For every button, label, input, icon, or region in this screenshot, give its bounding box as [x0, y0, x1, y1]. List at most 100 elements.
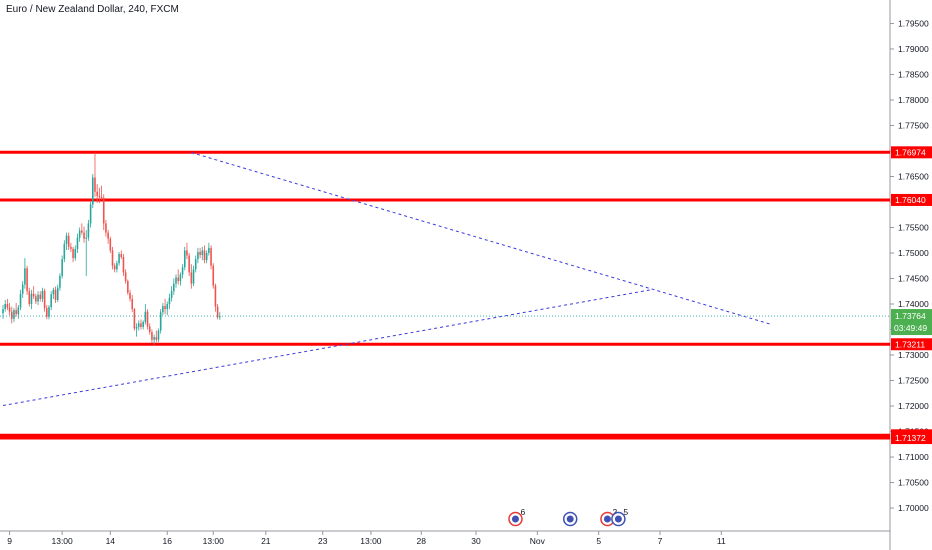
candle-body — [219, 316, 221, 318]
candle-body — [26, 268, 28, 292]
candle-body — [197, 251, 199, 260]
trendline — [191, 152, 770, 325]
candle-body — [199, 251, 201, 256]
y-tick-label: 1.74000 — [898, 299, 929, 309]
candle-body — [2, 309, 4, 314]
event-count: 6 — [520, 507, 525, 517]
candle-body — [107, 232, 109, 239]
candle-body — [89, 204, 92, 224]
candle-body — [179, 274, 182, 282]
candle-body — [118, 254, 120, 264]
candle-body — [111, 250, 114, 266]
chart-title: Euro / New Zealand Dollar, 240, FXCM — [6, 4, 179, 15]
candle-body — [170, 291, 173, 298]
y-tick-label: 1.73000 — [898, 350, 929, 360]
candle-body — [54, 289, 57, 300]
candle-body — [91, 177, 94, 205]
level-price-label: 1.76974 — [895, 147, 926, 157]
candle-body — [6, 304, 9, 308]
candle-body — [78, 230, 81, 238]
current-price-badge — [891, 309, 932, 336]
candle-body — [157, 330, 160, 340]
level-price-badge — [891, 432, 932, 445]
y-tick-label: 1.72500 — [898, 376, 929, 386]
candle-body — [70, 246, 72, 249]
candle-body — [146, 311, 149, 327]
countdown-label: 03:49:49 — [894, 323, 927, 333]
candle-body — [50, 294, 52, 308]
candle-body — [10, 311, 13, 319]
y-tick-label: 1.77500 — [898, 120, 929, 130]
current-price-label: 1.73764 — [895, 311, 926, 321]
candle-body — [94, 177, 96, 192]
candle-body — [175, 277, 177, 284]
candle-body — [153, 337, 155, 340]
x-tick-label: 9 — [7, 536, 12, 546]
event-count: 5 — [623, 507, 628, 517]
candle-body — [46, 308, 48, 317]
level-price-badge — [891, 193, 932, 206]
candle-body — [216, 306, 219, 318]
candle-body — [129, 292, 131, 299]
candle-body — [35, 296, 37, 302]
y-tick-label: 1.70500 — [898, 478, 929, 488]
candle-body — [13, 310, 15, 319]
candle-body — [65, 235, 68, 244]
candle-body — [127, 281, 129, 293]
x-tick-label: 14 — [106, 536, 116, 546]
level-price-badge — [891, 146, 932, 159]
y-tick-label: 1.79000 — [898, 44, 929, 54]
x-tick-label: 11 — [717, 536, 726, 546]
candle-body — [105, 223, 107, 233]
y-tick-label: 1.70000 — [898, 503, 929, 513]
candle-body — [159, 312, 162, 331]
y-tick-label: 1.71000 — [898, 452, 929, 462]
candle-body — [162, 306, 164, 313]
candle-body — [15, 310, 17, 315]
candle-body — [183, 250, 186, 268]
y-tick-label: 1.74500 — [898, 274, 929, 284]
level-price-label: 1.71372 — [895, 433, 926, 443]
candle-body — [140, 323, 142, 327]
candle-body — [83, 232, 85, 239]
candle-body — [30, 293, 33, 305]
candle-body — [188, 255, 190, 273]
candle-body — [148, 326, 151, 333]
candle-body — [166, 304, 169, 310]
candle-body — [164, 306, 166, 310]
candle-body — [210, 247, 212, 266]
candle-body — [208, 247, 210, 254]
candle-body — [39, 294, 42, 299]
x-tick-label: 5 — [596, 536, 601, 546]
candle-body — [173, 283, 175, 292]
candle-body — [21, 284, 24, 294]
y-tick-label: 1.75500 — [898, 222, 929, 232]
y-tick-label: 1.79500 — [898, 18, 929, 28]
y-tick-label: 1.78500 — [898, 69, 929, 79]
candle-body — [41, 290, 44, 299]
y-tick-label: 1.72000 — [898, 401, 929, 411]
x-tick-label: Nov — [530, 536, 546, 546]
event-flag-icon — [614, 515, 622, 523]
x-tick-label: 28 — [417, 536, 427, 546]
event-flag-icon — [511, 515, 519, 523]
candle-body — [109, 238, 112, 251]
x-tick-label: 30 — [471, 536, 481, 546]
candle-body — [102, 197, 105, 224]
candle-body — [56, 287, 59, 300]
level-price-badge — [891, 338, 932, 351]
candle-body — [194, 259, 197, 270]
candle-body — [177, 277, 179, 282]
candle-body — [203, 250, 206, 261]
candle-body — [190, 272, 193, 284]
candle-body — [28, 291, 31, 305]
candle-body — [61, 259, 63, 276]
candle-body — [85, 237, 88, 239]
candle-body — [212, 265, 215, 286]
y-tick-label: 1.76500 — [898, 171, 929, 181]
candle-body — [24, 268, 26, 285]
x-tick-label: 23 — [318, 536, 328, 546]
candle-body — [133, 309, 136, 329]
